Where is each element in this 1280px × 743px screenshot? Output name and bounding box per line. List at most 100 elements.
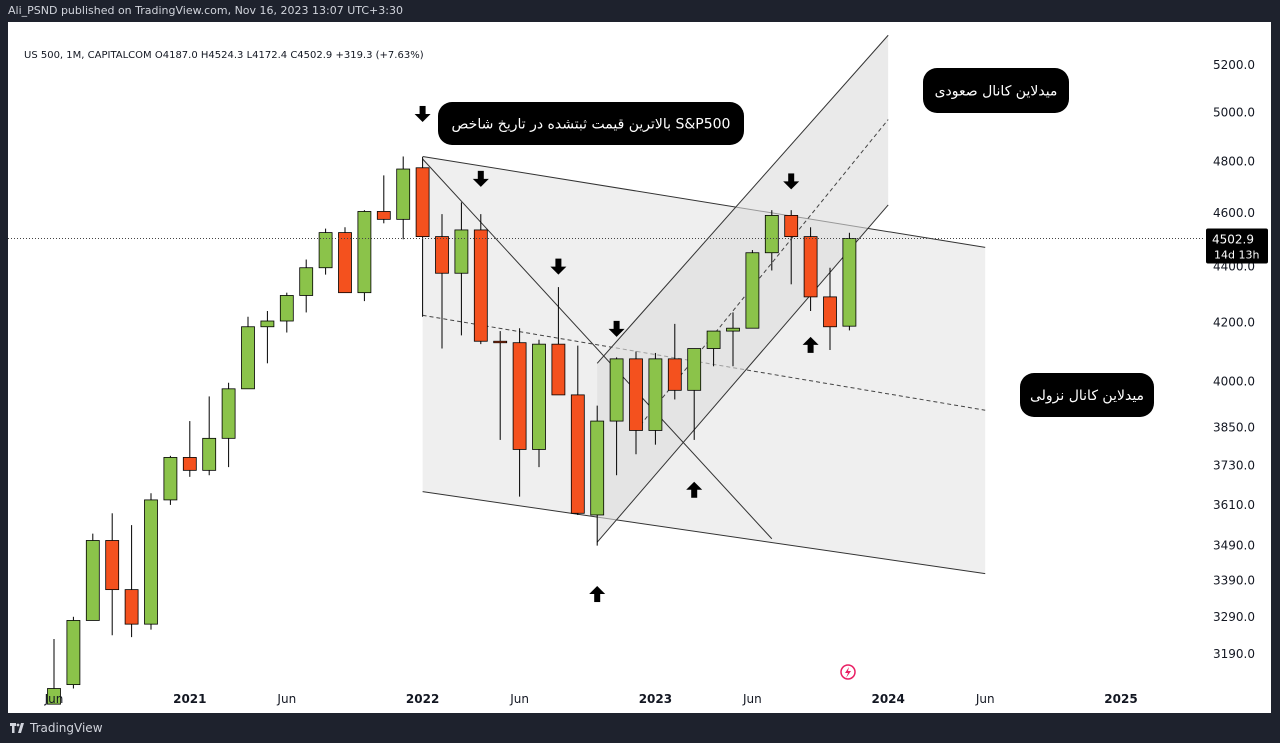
candle-body: [687, 348, 702, 391]
arrow-down-icon: [783, 173, 800, 190]
arrow-down-icon: [608, 320, 625, 337]
candle-body: [163, 457, 178, 501]
candle-body: [493, 340, 508, 344]
candle-body: [648, 358, 663, 431]
x-tick-label: 2021: [173, 692, 206, 706]
candle-body: [260, 320, 275, 328]
arrow-head: [783, 181, 800, 190]
candle-body: [473, 229, 488, 342]
arrow-shaft: [555, 258, 562, 268]
candle-body: [338, 232, 352, 294]
candle-body: [435, 236, 449, 274]
candles-layer: [47, 156, 857, 705]
x-tick-label: 2025: [1104, 692, 1137, 706]
y-tick-label: 3610.0: [1213, 498, 1255, 512]
arrow-head: [472, 178, 489, 187]
y-tick-label: 4800.0: [1213, 154, 1255, 168]
x-tick-label: 2023: [639, 692, 672, 706]
candle-body: [590, 420, 605, 516]
x-tick-label: Jun: [509, 692, 529, 706]
candle-body: [396, 168, 411, 220]
price-label-value: 4502.9: [1212, 233, 1254, 247]
arrow-shaft: [419, 105, 426, 115]
price-chart[interactable]: بالاترین قیمت ثبتشده در تاریخ شاخص S&P50…: [8, 22, 1271, 713]
candle-body: [182, 457, 197, 471]
x-tick-label: 2024: [871, 692, 904, 706]
y-tick-label: 3850.0: [1213, 420, 1255, 434]
callout-text: بالاترین قیمت ثبتشده در تاریخ شاخص S&P50…: [452, 117, 731, 133]
candle-body: [85, 540, 100, 621]
arrow-down-icon: [472, 170, 489, 187]
candle-body: [532, 343, 546, 450]
candle-body: [803, 236, 818, 298]
candle-body: [144, 499, 158, 625]
candle-body: [221, 388, 236, 439]
symbol-legend: US 500, 1M, CAPITALCOM O4187.0 H4524.3 L…: [24, 50, 424, 61]
candle-body: [299, 267, 314, 296]
candle-body: [376, 211, 391, 220]
arrow-down-icon: [550, 258, 567, 275]
x-tick-label: Jun: [742, 692, 762, 706]
candle-body: [629, 358, 643, 431]
y-tick-label: 3390.0: [1213, 574, 1255, 588]
arrow-head: [550, 266, 567, 275]
arrow-shaft: [477, 170, 484, 180]
candle-body: [105, 540, 120, 591]
candle-body: [745, 252, 760, 329]
callout-box: [438, 102, 744, 145]
arrow-shaft: [788, 173, 795, 183]
candle-body: [66, 620, 81, 686]
descending-midline-callout: میدلاین کانال نزولی: [1020, 373, 1154, 417]
y-tick-label: 3190.0: [1213, 647, 1255, 661]
callout-text: میدلاین کانال نزولی: [1030, 388, 1144, 404]
y-tick-label: 3730.0: [1213, 458, 1255, 472]
publisher-line: Ali_PSND published on TradingView.com, N…: [8, 4, 403, 17]
candle-body: [357, 211, 372, 294]
ascending-channel-fill: [597, 35, 889, 543]
arrow-head: [414, 113, 431, 122]
candle-body: [764, 215, 779, 254]
candle-body: [570, 394, 585, 514]
lightning-icon-bolt: [845, 667, 851, 678]
candle-body: [823, 296, 837, 328]
candle-body: [706, 330, 721, 349]
ascending-midline-callout: میدلاین کانال صعودی: [923, 68, 1069, 113]
descending-channel-lower-line: [422, 491, 986, 575]
candle-body: [454, 229, 469, 274]
y-tick-label: 5200.0: [1213, 58, 1255, 72]
x-tick-label: Jun: [276, 692, 296, 706]
y-tick-label: 3490.0: [1213, 539, 1255, 553]
chart-area[interactable]: بالاترین قیمت ثبتشده در تاریخ شاخص S&P50…: [8, 22, 1271, 713]
arrow-up-icon: [589, 586, 606, 603]
axes-layer: 3190.0 3290.0 3390.0 3490.0 3610.0 3730.0 3850…: [44, 58, 1268, 706]
callout-box: [1020, 373, 1154, 417]
candle-body: [512, 342, 527, 450]
y-tick-label: 5000.0: [1213, 105, 1255, 119]
arrow-head: [802, 336, 819, 345]
x-tick-label: Jun: [44, 692, 64, 706]
candle-body: [318, 232, 333, 269]
arrow-shaft: [613, 320, 620, 330]
lightning-icon-ring: [840, 664, 856, 680]
x-tick-label: 2022: [406, 692, 439, 706]
ascending-channel-upper-line: [596, 34, 889, 364]
y-tick-label: 3290.0: [1213, 610, 1255, 624]
candle-body: [609, 358, 624, 422]
lightning-icon: [840, 664, 856, 680]
candle-body: [784, 215, 799, 238]
candle-body: [415, 167, 430, 238]
arrow-up-icon: [686, 481, 703, 498]
ascending-channel-lower-line: [596, 204, 889, 543]
footer-bar: TradingView: [0, 713, 1280, 743]
arrow-up-icon: [802, 336, 819, 353]
y-tick-label: 4000.0: [1213, 374, 1255, 388]
candle-body: [726, 327, 740, 332]
tradingview-logo-icon: [10, 723, 24, 733]
overlay-layer: بالاترین قیمت ثبتشده در تاریخ شاخص S&P50…: [8, 68, 1205, 680]
x-tick-label: Jun: [975, 692, 995, 706]
price-label-box: [1206, 228, 1268, 264]
arrow-head: [608, 328, 625, 337]
arrow-shaft: [691, 488, 698, 498]
callout-box: [923, 68, 1069, 113]
